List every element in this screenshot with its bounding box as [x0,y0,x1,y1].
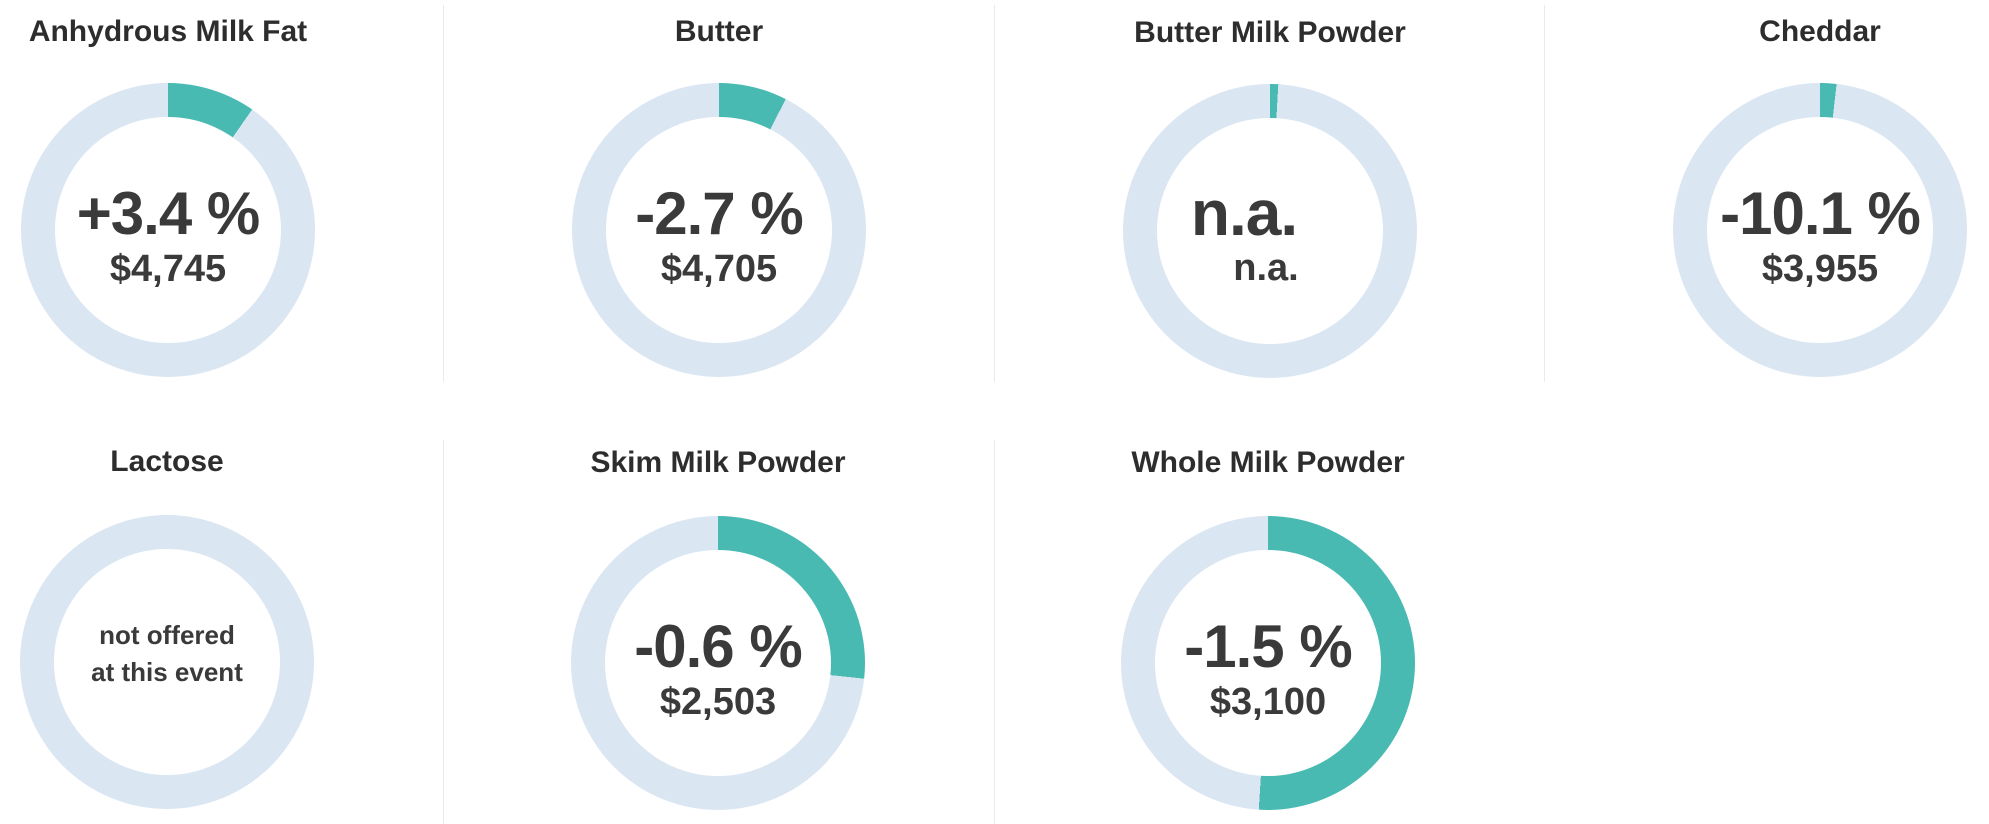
not-offered-note: not offered at this event [91,617,243,691]
donut-ring: +3.4 % $4,745 [21,83,315,377]
donut-ring: not offered at this event [20,515,314,809]
gauge-center: -1.5 % $3,100 [1155,550,1381,776]
gauge-title: Butter Milk Powder [1134,16,1406,49]
gauge-center: -0.6 % $2,503 [605,550,831,776]
average-price-value: $4,705 [660,248,778,290]
not-offered-note-line1: not offered [99,620,235,650]
donut-hole [1155,550,1381,776]
gauge-title: Whole Milk Powder [1131,446,1405,479]
donut-ring: -0.6 % $2,503 [571,516,865,810]
gauge-center: -2.7 % $4,705 [606,117,832,343]
donut-ring: n.a. n.a. [1123,84,1417,378]
gauge-card-skim-milk-powder: Skim Milk Powder -0.6 % $2,503 [571,446,865,810]
gauge-card-anhydrous-milk-fat: Anhydrous Milk Fat +3.4 % $4,745 [21,15,315,377]
change-percent-value: n.a. [1190,177,1298,249]
gauge-title: Skim Milk Powder [590,446,846,479]
donut-hole [1707,117,1933,343]
gauge-card-cheddar: Cheddar -10.1 % $3,955 [1673,15,1967,377]
donut-hole [606,117,832,343]
not-offered-note-line2: at this event [91,657,243,687]
donut-hole [1157,118,1383,344]
change-percent-value: -10.1 % [1720,180,1921,247]
column-divider [994,5,995,382]
column-divider [443,440,444,824]
change-percent-value: -0.6 % [634,613,802,680]
gauge-card-butter: Butter -2.7 % $4,705 [572,15,866,377]
gauge-center: +3.4 % $4,745 [55,117,281,343]
average-price-value: $4,745 [109,248,227,290]
donut-ring: -10.1 % $3,955 [1673,83,1967,377]
column-divider [443,5,444,382]
donut-hole [55,117,281,343]
gauge-title: Butter [674,15,764,48]
gauge-center: -10.1 % $3,955 [1707,117,1933,343]
column-divider [994,440,995,824]
donut-ring: -1.5 % $3,100 [1121,516,1415,810]
gauge-center: not offered at this event [54,549,280,775]
donut-hole [605,550,831,776]
gauge-card-whole-milk-powder: Whole Milk Powder -1.5 % $3,100 [1121,446,1415,810]
average-price-value: n.a. [1233,247,1299,289]
donut-hole [54,549,280,775]
average-price-value: $3,100 [1209,681,1327,723]
donut-ring: -2.7 % $4,705 [572,83,866,377]
gauge-title: Cheddar [1759,15,1881,48]
gauge-center: n.a. n.a. [1157,118,1383,344]
gauge-title: Lactose [110,445,224,478]
gauge-card-lactose: Lactose not offered at this event [20,445,314,809]
column-divider [1544,5,1545,382]
average-price-value: $3,955 [1761,248,1879,290]
gauge-card-butter-milk-powder: Butter Milk Powder n.a. n.a. [1123,16,1417,378]
average-price-value: $2,503 [659,681,777,723]
change-percent-value: +3.4 % [76,180,260,247]
change-percent-value: -1.5 % [1184,613,1352,680]
change-percent-value: -2.7 % [635,180,803,247]
gauge-title: Anhydrous Milk Fat [28,15,308,48]
